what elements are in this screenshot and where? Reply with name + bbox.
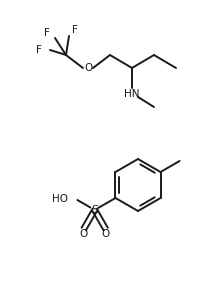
Text: F: F: [44, 28, 50, 38]
Text: HN: HN: [124, 89, 140, 99]
Text: F: F: [36, 45, 42, 55]
Text: F: F: [72, 25, 78, 35]
Text: O: O: [84, 63, 92, 73]
Text: HO: HO: [52, 194, 68, 204]
Text: S: S: [91, 205, 98, 215]
Text: O: O: [102, 229, 110, 239]
Text: O: O: [80, 229, 88, 239]
